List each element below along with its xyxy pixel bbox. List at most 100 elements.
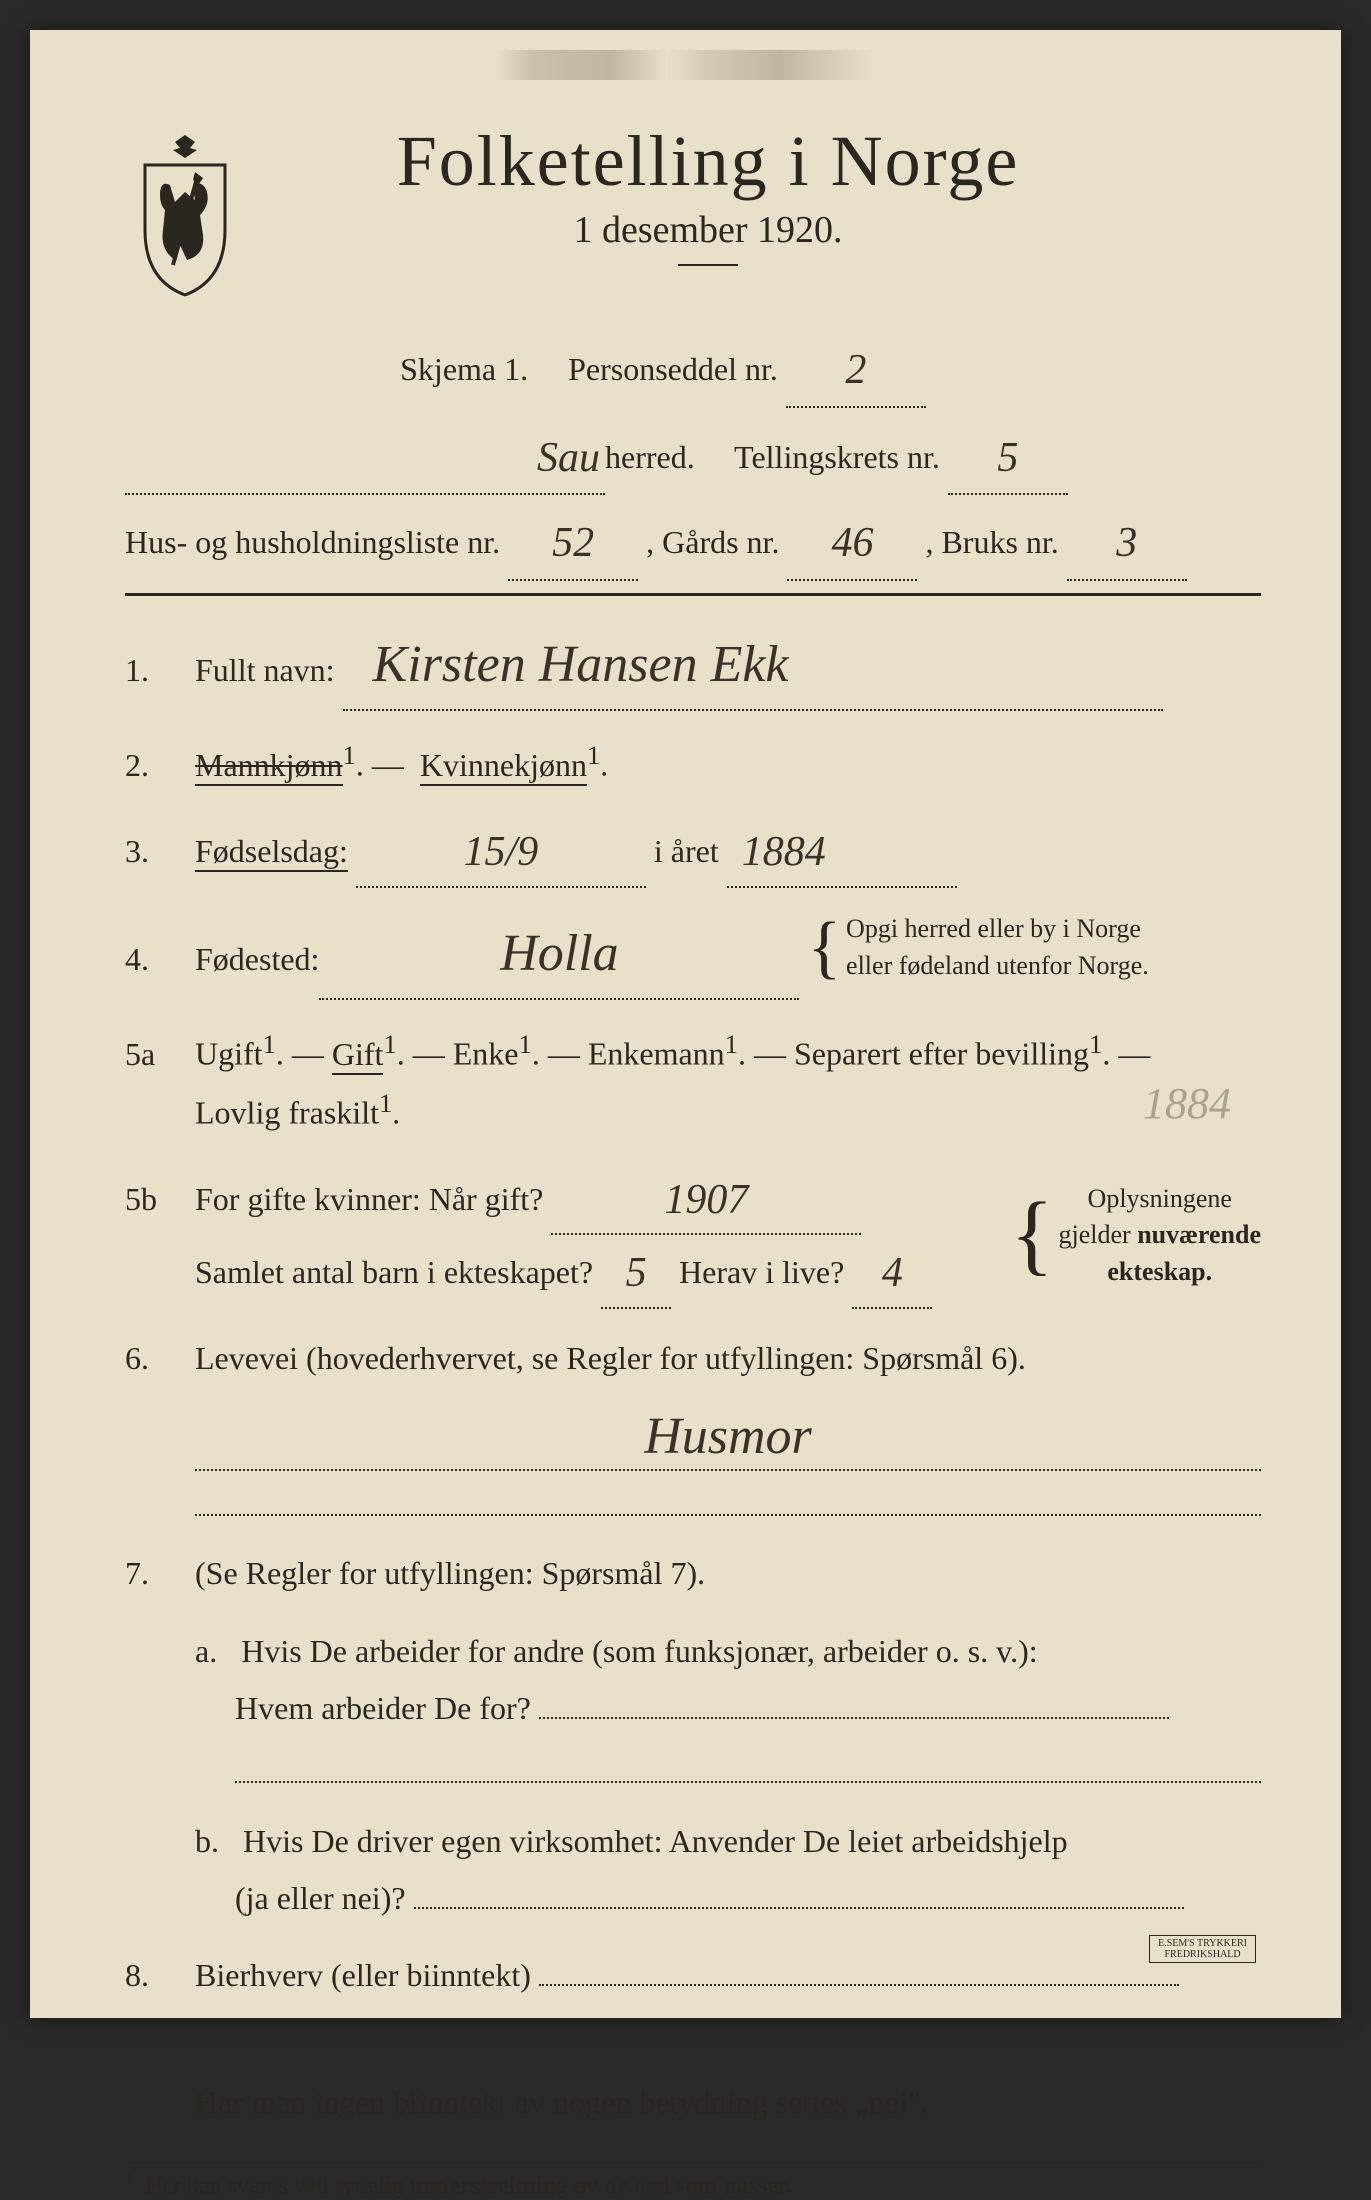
q5a-separert: Separert efter bevilling bbox=[794, 1036, 1089, 1072]
q8-label: Bierhverv (eller biinntekt) bbox=[195, 1957, 531, 1993]
q4-row: 4. Fødested: Holla { Opgi herred eller b… bbox=[125, 910, 1261, 1000]
herred-line: Sau herred. Tellingskrets nr. 5 bbox=[125, 418, 1261, 496]
q3-content: Fødselsdag: 15/9 i året 1884 bbox=[195, 814, 1261, 887]
tellingskrets-label: Tellingskrets nr. bbox=[734, 439, 940, 475]
husliste-line: Hus- og husholdningsliste nr. 52 , Gårds… bbox=[125, 503, 1261, 581]
herred-label: herred. bbox=[605, 439, 695, 475]
q8-content: Bierhverv (eller biinntekt) bbox=[195, 1948, 1261, 2002]
q2-num: 2. bbox=[125, 747, 195, 784]
q1-value: Kirsten Hansen Ekk bbox=[373, 636, 789, 693]
q5a-faded: 1884 bbox=[1143, 1067, 1231, 1142]
personseddel-label: Personseddel nr. bbox=[568, 351, 778, 387]
q5b-content: For gifte kvinner: Når gift? 1907 Samlet… bbox=[195, 1162, 1261, 1309]
q5a-gift: Gift bbox=[332, 1036, 384, 1075]
header: Folketelling i Norge 1 desember 1920. bbox=[125, 120, 1261, 300]
q5b-barn-live: 4 bbox=[882, 1250, 903, 1296]
q7b-label2: (ja eller nei)? bbox=[195, 1880, 406, 1916]
q1-num: 1. bbox=[125, 652, 195, 689]
q5a-enkemann: Enkemann bbox=[588, 1036, 725, 1072]
q3-label: Fødselsdag: bbox=[195, 833, 348, 872]
q5a-enke: Enke bbox=[453, 1036, 519, 1072]
tellingskrets-value: 5 bbox=[997, 435, 1018, 481]
q2-kvinne: Kvinnekjønn bbox=[420, 747, 587, 786]
q5b-label2: Samlet antal barn i ekteskapet? bbox=[195, 1254, 593, 1290]
q6-content: Levevei (hovederhvervet, se Regler for u… bbox=[195, 1331, 1261, 1385]
q7b-field bbox=[414, 1907, 1184, 1909]
q4-value: Holla bbox=[500, 925, 618, 982]
q2-mann: Mannkjønn bbox=[195, 747, 343, 786]
top-smudge bbox=[496, 50, 876, 80]
skjema-label: Skjema 1. bbox=[400, 351, 528, 387]
q6-row: 6. Levevei (hovederhvervet, se Regler fo… bbox=[125, 1331, 1261, 1385]
q7a-label2: Hvem arbeider De for? bbox=[195, 1690, 531, 1726]
bruks-field: 3 bbox=[1067, 503, 1187, 581]
q1-content: Fullt navn: Kirsten Hansen Ekk bbox=[195, 621, 1261, 711]
q6-label: Levevei (hovederhvervet, se Regler for u… bbox=[195, 1340, 1026, 1376]
q5a-content: Ugift1. — Gift1. — Enke1. — Enkemann1. —… bbox=[195, 1022, 1261, 1140]
bruks-value: 3 bbox=[1116, 520, 1137, 566]
census-form-page: Folketelling i Norge 1 desember 1920. Sk… bbox=[30, 30, 1341, 2018]
q7a-label1: Hvis De arbeider for andre (som funksjon… bbox=[241, 1633, 1037, 1669]
q7-num: 7. bbox=[125, 1555, 195, 1592]
q5b-barn-field: 5 bbox=[601, 1235, 671, 1308]
q8-field-2 bbox=[195, 2024, 1261, 2049]
q5b-row: 5b For gifte kvinner: Når gift? 1907 Sam… bbox=[125, 1162, 1261, 1309]
q4-note: { Opgi herred eller by i Norge eller fød… bbox=[807, 911, 1148, 984]
q3-year-field: 1884 bbox=[727, 814, 957, 887]
q5a-fraskilt: Lovlig fraskilt bbox=[195, 1095, 379, 1131]
gards-value: 46 bbox=[831, 520, 873, 566]
title-divider bbox=[678, 264, 738, 266]
husliste-field: 52 bbox=[508, 503, 638, 581]
q5b-live-field: 4 bbox=[852, 1235, 932, 1308]
q7a-row: a. Hvis De arbeider for andre (som funks… bbox=[195, 1623, 1261, 1738]
gards-label: , Gårds nr. bbox=[646, 524, 779, 560]
q8-note: Har man ingen biinntekt av nogen betydni… bbox=[195, 2074, 1261, 2132]
q4-content: Fødested: Holla { Opgi herred eller by i… bbox=[195, 910, 1261, 1000]
q7a-field-2 bbox=[235, 1758, 1261, 1783]
q3-day-field: 15/9 bbox=[356, 814, 646, 887]
q4-field: Holla bbox=[319, 910, 799, 1000]
q5a-ugift: Ugift bbox=[195, 1036, 263, 1072]
gards-field: 46 bbox=[787, 503, 917, 581]
q8-row: 8. Bierhverv (eller biinntekt) bbox=[125, 1948, 1261, 2002]
q5b-note: { Oplysningene gjelder nuværende ekteska… bbox=[1010, 1181, 1261, 1290]
q2-content: Mannkjønn1. — Kvinnekjønn1. bbox=[195, 733, 1261, 792]
q7b-row: b. Hvis De driver egen virksomhet: Anven… bbox=[195, 1813, 1261, 1928]
skjema-line: Skjema 1. Personseddel nr. 2 bbox=[125, 330, 1261, 408]
bruks-label: , Bruks nr. bbox=[925, 524, 1058, 560]
header-divider bbox=[125, 593, 1261, 596]
q7b-label1: Hvis De driver egen virksomhet: Anvender… bbox=[243, 1823, 1068, 1859]
tellingskrets-field: 5 bbox=[948, 418, 1068, 496]
q6-value: Husmor bbox=[644, 1408, 812, 1465]
herred-field: Sau bbox=[125, 418, 605, 496]
q6-field: Husmor bbox=[195, 1407, 1261, 1471]
coat-of-arms-icon bbox=[125, 130, 245, 300]
q4-label: Fødested: bbox=[195, 932, 319, 986]
title-block: Folketelling i Norge 1 desember 1920. bbox=[275, 120, 1261, 278]
personseddel-field: 2 bbox=[786, 330, 926, 408]
q5b-label1: For gifte kvinner: Når gift? bbox=[195, 1181, 543, 1217]
q5b-gift-field: 1907 bbox=[551, 1162, 861, 1235]
husliste-label: Hus- og husholdningsliste nr. bbox=[125, 524, 500, 560]
q3-year: 1884 bbox=[742, 829, 826, 875]
husliste-value: 52 bbox=[552, 520, 594, 566]
q8-field bbox=[539, 1984, 1179, 1986]
page-title: Folketelling i Norge bbox=[275, 120, 1141, 203]
q5b-barn-total: 5 bbox=[626, 1250, 647, 1296]
q7a-field bbox=[539, 1717, 1169, 1719]
q5b-label3: Herav i live? bbox=[679, 1254, 844, 1290]
q7-row: 7. (Se Regler for utfyllingen: Spørsmål … bbox=[125, 1546, 1261, 1600]
q4-num: 4. bbox=[125, 941, 195, 978]
footnote: 1 Her kan svares ved tydelig understrekn… bbox=[125, 2162, 1261, 2200]
q7-label: (Se Regler for utfyllingen: Spørsmål 7). bbox=[195, 1546, 1261, 1600]
q7b-num: b. bbox=[195, 1823, 219, 1859]
printer-mark: E.SEM'S TRYKKERI FREDRIKSHALD bbox=[1149, 1935, 1256, 1963]
q1-label: Fullt navn: bbox=[195, 652, 335, 688]
q1-field: Kirsten Hansen Ekk bbox=[343, 621, 1163, 711]
q5b-gift-year: 1907 bbox=[664, 1177, 748, 1223]
q5a-row: 5a Ugift1. — Gift1. — Enke1. — Enkemann1… bbox=[125, 1022, 1261, 1140]
q6-num: 6. bbox=[125, 1340, 195, 1377]
q2-row: 2. Mannkjønn1. — Kvinnekjønn1. bbox=[125, 733, 1261, 792]
q3-row: 3. Fødselsdag: 15/9 i året 1884 bbox=[125, 814, 1261, 887]
q3-year-label: i året bbox=[654, 833, 719, 869]
